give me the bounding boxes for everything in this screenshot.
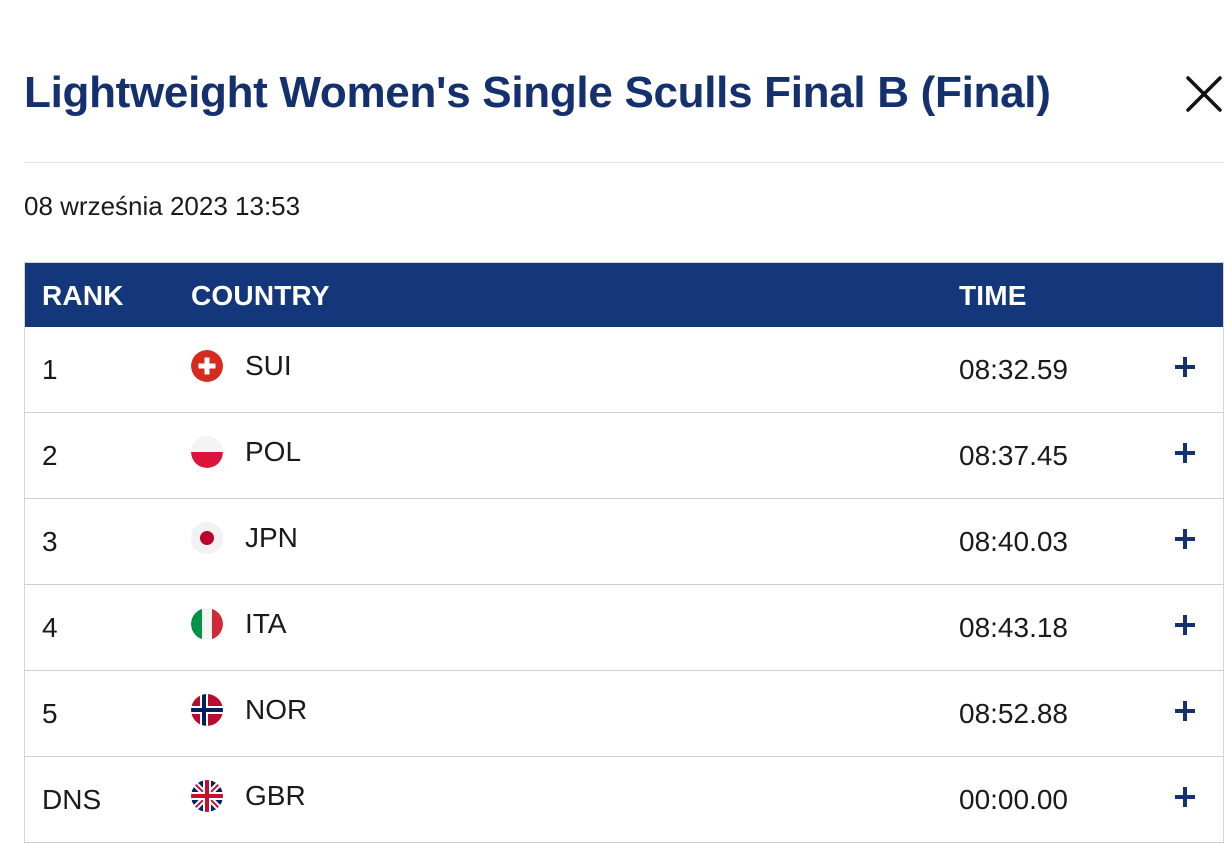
results-table: RANK COUNTRY TIME 1 SUI 08:32.59 2 xyxy=(24,262,1224,843)
time-cell: 08:32.59 xyxy=(959,354,1068,385)
rank-cell: 2 xyxy=(42,440,58,471)
column-header-rank: RANK xyxy=(42,280,124,311)
time-cell: 08:37.45 xyxy=(959,440,1068,471)
country-code: POL xyxy=(245,435,302,467)
rank-cell: 4 xyxy=(42,612,58,643)
table-header: RANK COUNTRY TIME xyxy=(25,263,1223,327)
country-cell: GBR xyxy=(191,753,306,838)
table-row: 4 ITA 08:43.18 xyxy=(25,585,1223,671)
expand-row-button[interactable] xyxy=(1171,611,1199,639)
flag-japan-icon xyxy=(191,521,223,554)
plus-icon xyxy=(1175,787,1195,807)
rank-cell: 3 xyxy=(42,526,58,557)
plus-icon xyxy=(1175,443,1195,463)
table-row: DNS GBR 00:00.00 xyxy=(25,757,1223,843)
expand-row-button[interactable] xyxy=(1171,353,1199,381)
expand-row-button[interactable] xyxy=(1171,783,1199,811)
plus-icon xyxy=(1175,701,1195,721)
race-datetime: 08 września 2023 13:53 xyxy=(24,191,301,221)
time-cell: 08:43.18 xyxy=(959,612,1068,643)
time-cell: 08:52.88 xyxy=(959,698,1068,729)
rank-cell: 5 xyxy=(42,698,58,729)
country-code: GBR xyxy=(245,779,306,811)
plus-icon xyxy=(1175,615,1195,635)
column-header-country: COUNTRY xyxy=(191,280,330,311)
country-code: JPN xyxy=(245,521,298,553)
flag-switzerland-icon xyxy=(191,349,223,382)
country-cell: POL xyxy=(191,409,301,494)
country-code: NOR xyxy=(245,693,308,725)
country-cell: JPN xyxy=(191,495,298,580)
close-button[interactable] xyxy=(1180,70,1224,118)
country-code: SUI xyxy=(245,349,292,381)
table-row: 1 SUI 08:32.59 xyxy=(25,327,1223,413)
expand-row-button[interactable] xyxy=(1171,525,1199,553)
flag-great-britain-icon xyxy=(191,779,223,812)
flag-poland-icon xyxy=(191,435,223,468)
title-divider xyxy=(24,162,1224,163)
country-cell: SUI xyxy=(191,323,292,408)
table-row: 5 NOR 08:52.88 xyxy=(25,671,1223,757)
column-header-time: TIME xyxy=(959,280,1027,311)
country-code: ITA xyxy=(245,607,287,639)
plus-icon xyxy=(1175,357,1195,377)
time-cell: 00:00.00 xyxy=(959,784,1068,815)
rank-cell: DNS xyxy=(42,784,102,815)
plus-icon xyxy=(1175,529,1195,549)
country-cell: NOR xyxy=(191,667,307,752)
expand-row-button[interactable] xyxy=(1171,697,1199,725)
time-cell: 08:40.03 xyxy=(959,526,1068,557)
close-icon xyxy=(1186,76,1222,112)
flag-norway-icon xyxy=(191,693,223,726)
page-title: Lightweight Women's Single Sculls Final … xyxy=(24,68,1051,117)
table-row: 2 POL 08:37.45 xyxy=(25,413,1223,499)
rank-cell: 1 xyxy=(42,354,58,385)
expand-row-button[interactable] xyxy=(1171,439,1199,467)
table-row: 3 JPN 08:40.03 xyxy=(25,499,1223,585)
flag-italy-icon xyxy=(191,607,223,640)
country-cell: ITA xyxy=(191,581,286,666)
